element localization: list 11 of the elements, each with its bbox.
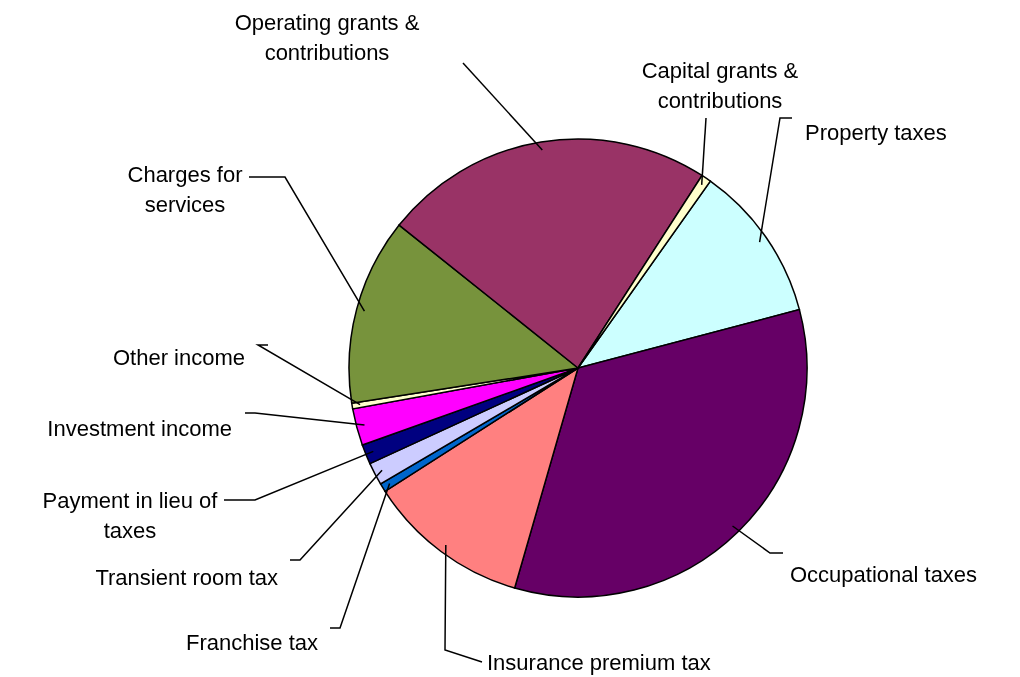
slice-label: Investment income bbox=[47, 416, 232, 441]
slice-label: Property taxes bbox=[805, 120, 947, 145]
slice-label: Charges for services bbox=[127, 162, 243, 217]
slice-label: Transient room tax bbox=[95, 565, 278, 590]
slice-label: Operating grants & contributions bbox=[234, 10, 420, 65]
slice-label: Occupational taxes bbox=[790, 562, 978, 587]
slice-label: Franchise tax bbox=[185, 630, 318, 655]
slice-label: Insurance premium tax bbox=[487, 650, 711, 675]
slice-label: Other income bbox=[112, 345, 245, 370]
slice-label: Payment in lieu of taxes bbox=[42, 488, 219, 543]
slice-label: Capital grants & contributions bbox=[641, 58, 799, 113]
